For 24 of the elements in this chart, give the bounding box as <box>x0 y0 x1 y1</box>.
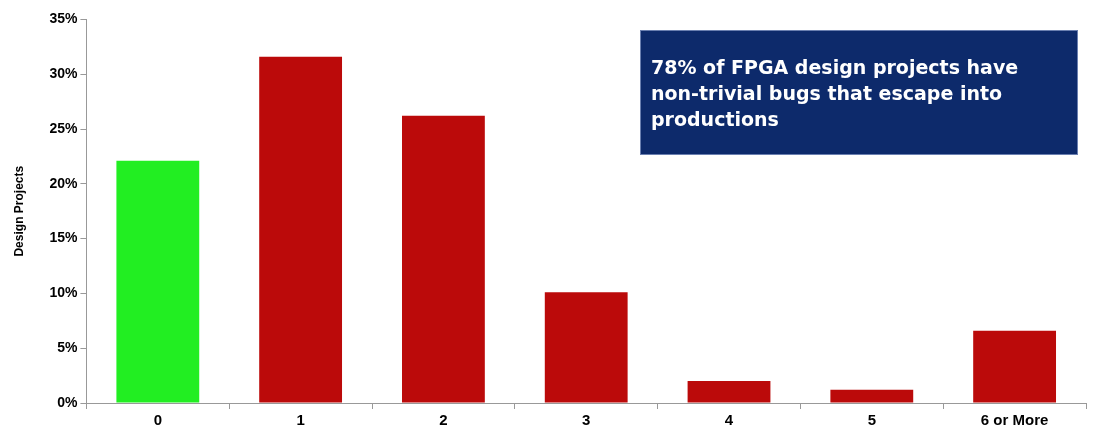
bar <box>973 330 1057 403</box>
bar <box>259 56 343 403</box>
y-tick-label: 30% <box>49 65 78 82</box>
x-tick-label: 1 <box>296 411 305 429</box>
x-tick-label: 3 <box>582 411 591 429</box>
x-tick-label: 0 <box>153 411 162 429</box>
y-tick-label: 25% <box>49 119 78 136</box>
bar <box>116 160 200 403</box>
y-tick-label: 5% <box>57 339 78 356</box>
bar <box>687 381 771 403</box>
x-tick-label: 2 <box>439 411 448 429</box>
x-tick-label: 6 or More <box>980 411 1049 429</box>
bar <box>544 292 628 403</box>
x-tick-label: 4 <box>724 411 734 429</box>
bar <box>830 389 914 403</box>
y-tick-label: 20% <box>49 174 78 191</box>
annotation: 78% of FPGA design projects have non-trivial bugs that escape into productions <box>651 55 1020 132</box>
y-axis-title: Design Projects <box>11 165 26 257</box>
x-tick-label: 5 <box>867 411 876 429</box>
bar <box>402 115 485 403</box>
y-tick-label: 35% <box>49 10 78 27</box>
y-tick-label: 0% <box>57 393 78 410</box>
y-tick-label: 10% <box>49 284 78 301</box>
y-tick-label: 15% <box>49 229 78 246</box>
